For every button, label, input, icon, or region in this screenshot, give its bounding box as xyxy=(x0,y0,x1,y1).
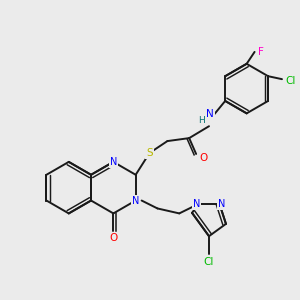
Text: N: N xyxy=(193,199,200,209)
Text: S: S xyxy=(146,148,153,158)
Text: O: O xyxy=(109,233,118,243)
Text: O: O xyxy=(199,153,207,163)
Text: H: H xyxy=(198,116,204,125)
Text: N: N xyxy=(206,109,214,119)
Text: N: N xyxy=(218,199,225,209)
Text: N: N xyxy=(110,157,117,167)
Text: Cl: Cl xyxy=(204,257,214,267)
Text: Cl: Cl xyxy=(286,76,296,86)
Text: N: N xyxy=(132,196,140,206)
Text: F: F xyxy=(258,47,263,57)
